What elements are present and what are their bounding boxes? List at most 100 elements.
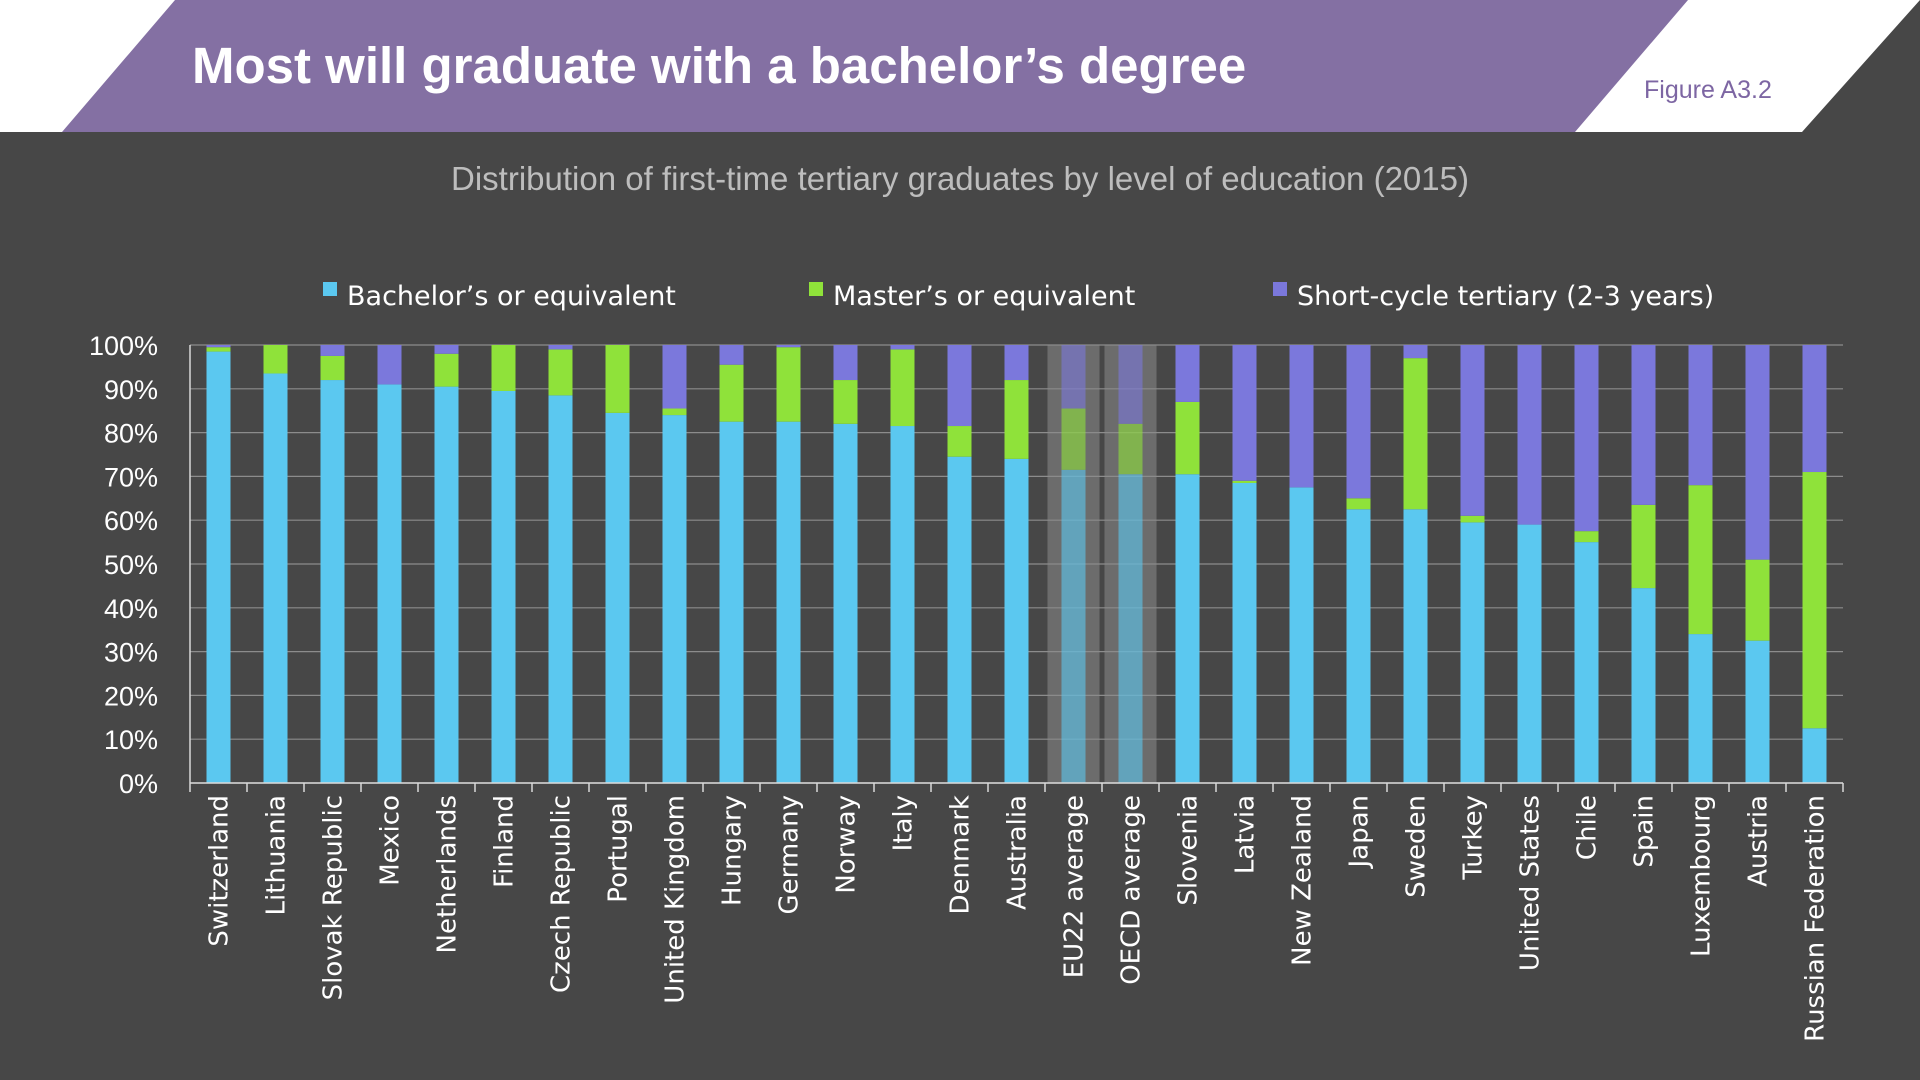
legend-swatch <box>1273 282 1287 296</box>
bar-segment-bachelor <box>263 373 288 783</box>
category-label: Turkey <box>1459 795 1489 881</box>
y-tick-label: 100% <box>89 331 158 361</box>
bar-segment-master <box>434 353 459 387</box>
bar-segment-master <box>1175 401 1200 475</box>
bar-segment-bachelor <box>947 456 972 783</box>
category-label: Lithuania <box>262 795 292 915</box>
y-tick-label: 30% <box>104 638 158 668</box>
bar-segment-master <box>320 355 345 381</box>
category-label: Chile <box>1573 795 1603 860</box>
bar-segment-bachelor <box>1175 474 1200 783</box>
bar-segment-master <box>1118 423 1143 475</box>
category-label: Russian Federation <box>1801 795 1831 1042</box>
y-tick-label: 70% <box>104 462 158 492</box>
bar-segment-bachelor <box>1232 482 1257 783</box>
bar-segment-short-cycle <box>1346 345 1371 499</box>
bar-segment-short-cycle <box>1688 345 1713 486</box>
category-label: Japan <box>1345 795 1375 870</box>
bar-segment-short-cycle <box>833 345 858 381</box>
bar-segment-bachelor <box>1403 509 1428 783</box>
category-label: Slovenia <box>1174 795 1204 906</box>
bar-segment-bachelor <box>1118 474 1143 783</box>
category-label: Norway <box>832 795 862 894</box>
corner-ribbon <box>1802 0 1920 132</box>
bar-segment-master <box>1574 531 1599 543</box>
bar-segment-bachelor <box>1688 634 1713 783</box>
bar-segment-bachelor <box>605 412 630 783</box>
legend-swatch <box>809 282 823 296</box>
bar-segment-master <box>1460 515 1485 523</box>
bar-segment-short-cycle <box>719 345 744 365</box>
bar-segment-short-cycle <box>434 345 459 354</box>
bar-segment-short-cycle <box>776 345 801 348</box>
category-label: Slovak Republic <box>319 795 349 1000</box>
bar-segment-short-cycle <box>1061 345 1086 409</box>
y-tick-label: 50% <box>104 550 158 580</box>
bar-segment-bachelor <box>1289 487 1314 783</box>
y-tick-label: 90% <box>104 375 158 405</box>
bar-segment-short-cycle <box>1631 345 1656 505</box>
bar-segment-master <box>1688 485 1713 635</box>
bar-segment-master <box>890 349 915 427</box>
category-label: Denmark <box>946 795 976 915</box>
bar-segment-bachelor <box>833 423 858 783</box>
bar-segment-bachelor <box>776 421 801 783</box>
category-label: Italy <box>889 795 919 851</box>
bar-segment-bachelor <box>377 384 402 783</box>
bar-segment-bachelor <box>662 415 687 783</box>
category-label: Latvia <box>1231 795 1261 874</box>
category-label: Hungary <box>718 795 748 906</box>
bar-segment-master <box>1802 472 1827 729</box>
bar-segment-bachelor <box>890 426 915 783</box>
bar-segment-short-cycle <box>1802 345 1827 473</box>
y-tick-label: 60% <box>104 506 158 536</box>
bar-segment-bachelor <box>434 386 459 783</box>
bar-segment-bachelor <box>1802 728 1827 783</box>
bar-segment-bachelor <box>1346 509 1371 783</box>
category-label: Mexico <box>376 795 406 886</box>
bar-segment-bachelor <box>1745 640 1770 783</box>
bar-segment-short-cycle <box>1745 345 1770 560</box>
category-label: EU22 average <box>1060 795 1090 978</box>
category-label: Germany <box>775 795 805 915</box>
bar-segment-short-cycle <box>320 345 345 356</box>
bar-segment-short-cycle <box>947 345 972 427</box>
bar-segment-bachelor <box>1631 588 1656 783</box>
legend-label: Short-cycle tertiary (2-3 years) <box>1297 281 1714 312</box>
bar-segment-short-cycle <box>1403 345 1428 359</box>
category-label: New Zealand <box>1288 795 1318 966</box>
bar-segment-bachelor <box>548 395 573 783</box>
bar-segment-master <box>548 349 573 396</box>
bar-segment-master <box>833 380 858 424</box>
category-label: Australia <box>1003 795 1033 910</box>
category-label: Switzerland <box>205 795 235 947</box>
category-label: Netherlands <box>433 795 463 954</box>
bar-segment-master <box>605 345 630 413</box>
bar-segment-bachelor <box>719 421 744 783</box>
y-tick-label: 0% <box>119 769 158 799</box>
bar-segment-short-cycle <box>1460 345 1485 516</box>
y-tick-label: 10% <box>104 725 158 755</box>
bar-segment-master <box>491 345 516 391</box>
bar-segment-master <box>947 426 972 457</box>
bar-segment-master <box>776 347 801 422</box>
bar-segment-short-cycle <box>377 345 402 385</box>
bar-segment-short-cycle <box>548 345 573 350</box>
chart-title: Distribution of first-time tertiary grad… <box>451 160 1469 197</box>
y-tick-label: 20% <box>104 681 158 711</box>
bar-segment-bachelor <box>491 390 516 783</box>
legend-swatch <box>323 282 337 296</box>
y-tick-label: 40% <box>104 594 158 624</box>
category-label: Austria <box>1744 795 1774 887</box>
bar-segment-master <box>263 345 288 374</box>
category-label: United Kingdom <box>661 795 691 1004</box>
bar-segment-master <box>1631 504 1656 589</box>
bar-segment-short-cycle <box>1517 345 1542 525</box>
bar-segment-master <box>206 347 231 352</box>
bar-segment-master <box>662 408 687 416</box>
page-title: Most will graduate with a bachelor’s deg… <box>192 37 1247 94</box>
title-ribbon <box>62 0 1688 132</box>
category-label: Portugal <box>604 795 634 903</box>
bar-segment-short-cycle <box>206 345 231 348</box>
